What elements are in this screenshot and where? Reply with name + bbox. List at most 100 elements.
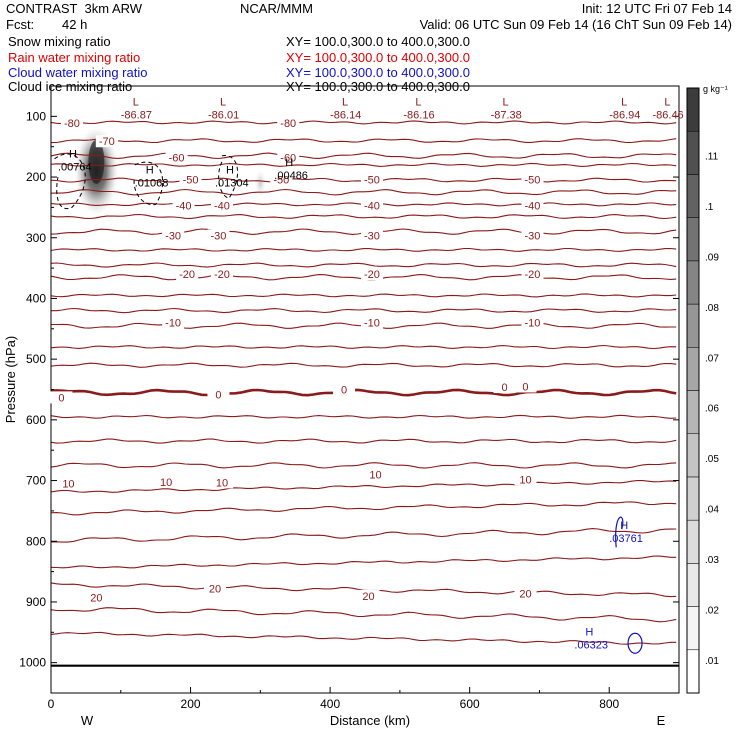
temperature-contour	[50, 462, 677, 469]
contour-label-bg	[155, 475, 178, 488]
colorbar-segment	[686, 174, 700, 218]
y-axis-label: Pressure (hPa)	[3, 336, 18, 423]
snow-core-shading	[88, 139, 105, 184]
extremum-l-marker: L	[133, 96, 139, 108]
contour-label-bg	[162, 229, 185, 242]
extremum-h-marker: H	[285, 157, 293, 169]
contour-label: 0	[522, 381, 528, 393]
contour-label-bg	[360, 199, 383, 212]
extremum-value: -86.01	[208, 109, 239, 121]
extremum-h-marker: H	[146, 164, 154, 176]
colorbar-tick-label: .05	[705, 454, 719, 465]
contour-label-bg	[333, 383, 356, 396]
y-tick-label: 100	[26, 109, 46, 123]
contour-label-bg	[277, 151, 300, 164]
contour-label: -10	[165, 318, 181, 330]
field-snow: Snow mixing ratio	[8, 34, 111, 49]
colorbar-segment	[686, 303, 700, 348]
east-label: E	[657, 713, 666, 728]
extremum-l-marker: L	[503, 96, 509, 108]
extremum-h-marker: H	[620, 520, 628, 532]
field-cloud-water: Cloud water mixing ratio	[8, 65, 148, 80]
contour-label-bg	[270, 173, 293, 186]
contour-label: -30	[364, 230, 380, 242]
fcst-label: Fcst:	[6, 17, 35, 32]
colorbar-tick-label: .02	[705, 605, 719, 616]
contour-label: -30	[165, 230, 181, 242]
temperature-contour	[50, 152, 677, 160]
extremum-value: .00764	[58, 162, 92, 174]
contour-label: -50	[273, 174, 289, 186]
x-tick-label: 800	[599, 697, 619, 711]
x-tick-label: 200	[181, 697, 201, 711]
fcst-value: 42 h	[62, 17, 88, 32]
extremum-value: -86.16	[403, 109, 434, 121]
contour-label-bg	[360, 229, 383, 242]
extremum-l-marker: L	[664, 96, 670, 108]
colorbar-segment	[686, 217, 700, 262]
contour-label: -20	[525, 269, 541, 281]
temperature-contour	[50, 293, 677, 298]
temperature-contour	[50, 631, 677, 645]
contour-label: 0	[215, 389, 221, 401]
contour-label: -50	[364, 174, 380, 186]
colorbar-segment	[686, 649, 700, 694]
extremum-value: -86.94	[609, 109, 640, 121]
contour-label-bg	[210, 268, 233, 281]
contour-label: 20	[209, 584, 221, 596]
colorbar-frame	[686, 87, 700, 694]
contour-label: 0	[341, 385, 347, 397]
contour-label-bg	[179, 173, 202, 186]
temperature-contour	[50, 528, 677, 543]
y-tick-label: 800	[26, 534, 46, 548]
y-tick-label: 600	[26, 413, 46, 427]
contour-label: 10	[369, 469, 381, 481]
colorbar-unit: g kg⁻¹	[703, 84, 728, 94]
colorbar-segment	[686, 87, 700, 132]
contour-label: -80	[280, 118, 296, 130]
contour-label-bg	[162, 316, 185, 329]
contour-label-bg	[203, 582, 226, 595]
contour-label: -10	[364, 318, 380, 330]
x-tick-label: 400	[320, 697, 340, 711]
extremum-value: .06323	[574, 639, 608, 651]
colorbar-tick-label: .04	[705, 505, 719, 516]
extremum-l-marker: L	[621, 96, 627, 108]
contour-label: 20	[519, 588, 531, 600]
colorbar-segment	[686, 390, 700, 434]
contour-label-bg	[514, 473, 537, 486]
colorbar-segment	[686, 519, 700, 564]
y-tick-label: 300	[26, 231, 46, 245]
contour-label-bg	[364, 468, 387, 481]
extremum-value: -86.46	[652, 109, 683, 121]
contour-label: -40	[364, 201, 380, 213]
contour-label-bg	[521, 229, 544, 242]
contour-label: 20	[362, 591, 374, 603]
init-time: Init: 12 UTC Fri 07 Feb 14	[581, 1, 732, 16]
model-title: CONTRAST 3km ARW	[6, 1, 143, 16]
contour-label-bg	[210, 476, 233, 489]
contour-label: 10	[62, 479, 74, 491]
y-tick-label: 200	[26, 170, 46, 184]
temperature-contour	[50, 362, 677, 368]
contour-label-bg	[514, 587, 537, 600]
extremum-value: -87.38	[491, 109, 522, 121]
contour-label: 10	[519, 474, 531, 486]
contour-label-bg	[85, 591, 108, 604]
contour-label: 20	[90, 593, 102, 605]
contour-label: -40	[214, 201, 230, 213]
y-tick-label: 900	[26, 595, 46, 609]
field-rain: Rain water mixing ratio	[8, 50, 141, 65]
valid-time: Valid: 06 UTC Sun 09 Feb 14 (16 ChT Sun …	[419, 17, 732, 32]
contour-label-bg	[60, 117, 83, 130]
contour-label: -30	[211, 230, 227, 242]
colorbar-segment	[686, 563, 700, 607]
temperature-contour	[50, 388, 677, 397]
extremum-h-marker: H	[585, 626, 593, 638]
field-snow-xy: XY= 100.0,300.0 to 400.0,300.0	[286, 34, 470, 49]
extremum-value: .00486	[274, 170, 308, 182]
y-tick-label: 1000	[19, 656, 46, 670]
extremum-value: -86.87	[121, 109, 152, 121]
contour-label-bg	[357, 589, 380, 602]
colorbar-tick-label: .03	[705, 555, 719, 566]
